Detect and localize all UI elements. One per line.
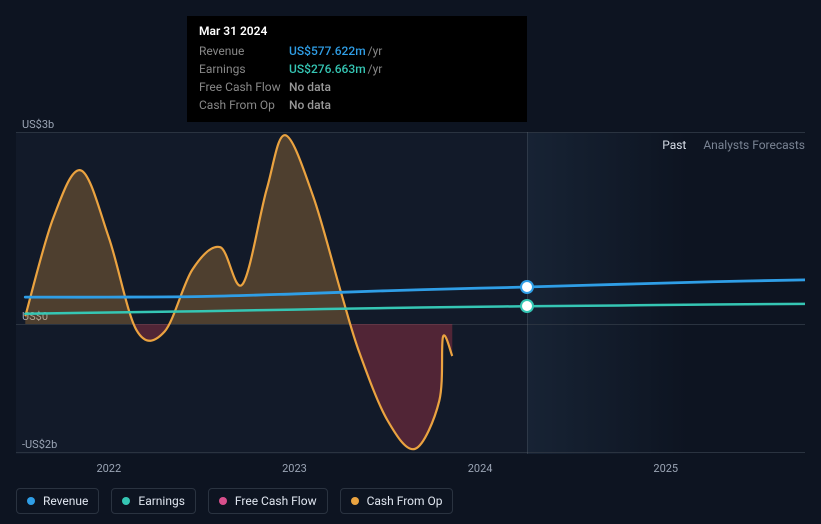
x-axis-tick: 2025 xyxy=(653,462,678,475)
legend-dot-icon xyxy=(351,497,359,505)
tooltip-row-label: Earnings xyxy=(199,60,289,78)
legend-item-label: Revenue xyxy=(43,494,88,508)
tooltip-row-label: Free Cash Flow xyxy=(199,78,289,96)
marker-revenue xyxy=(522,282,532,292)
line-revenue xyxy=(25,280,805,297)
legend-item-label: Cash From Op xyxy=(367,494,443,508)
legend-item-revenue[interactable]: Revenue xyxy=(16,488,99,514)
tooltip-row-value: No data xyxy=(289,78,331,96)
tooltip-row-value: No data xyxy=(289,96,331,114)
tooltip-row-suffix: /yr xyxy=(368,42,383,60)
line-earnings xyxy=(25,304,805,314)
tooltip-row-suffix: /yr xyxy=(368,60,383,78)
x-axis-tick: 2022 xyxy=(96,462,121,475)
legend-dot-icon xyxy=(122,497,130,505)
legend-item-earnings[interactable]: Earnings xyxy=(111,488,196,514)
tooltip-row: Cash From OpNo data xyxy=(199,96,515,114)
x-axis-tick: 2024 xyxy=(468,462,493,475)
marker-earnings xyxy=(522,301,532,311)
legend-dot-icon xyxy=(219,497,227,505)
earnings-revenue-chart: Past Analysts Forecasts US$3bUS$0-US$2b … xyxy=(16,120,805,484)
tooltip-row: EarningsUS$276.663m/yr xyxy=(199,60,515,78)
x-axis-tick: 2023 xyxy=(282,462,307,475)
legend-item-label: Free Cash Flow xyxy=(235,494,317,508)
tooltip-row-value: US$577.622m xyxy=(289,42,366,60)
cursor-line xyxy=(527,132,528,454)
x-axis: 2022 2023 2024 2025 xyxy=(16,454,805,484)
tooltip-row-value: US$276.663m xyxy=(289,60,366,78)
tooltip-date: Mar 31 2024 xyxy=(199,24,515,38)
tooltip-row: Free Cash FlowNo data xyxy=(199,78,515,96)
tooltip-row-label: Cash From Op xyxy=(199,96,289,114)
chart-legend: Revenue Earnings Free Cash Flow Cash From O… xyxy=(16,488,453,514)
legend-item-free_cash_flow[interactable]: Free Cash Flow xyxy=(208,488,328,514)
legend-item-label: Earnings xyxy=(138,494,185,508)
tooltip-row: RevenueUS$577.622m/yr xyxy=(199,42,515,60)
legend-dot-icon xyxy=(27,497,35,505)
gridline xyxy=(16,452,805,453)
chart-tooltip: Mar 31 2024 RevenueUS$577.622m/yrEarning… xyxy=(187,16,527,122)
tooltip-row-label: Revenue xyxy=(199,42,289,60)
chart-svg[interactable] xyxy=(16,132,805,452)
legend-item-cash_from_op[interactable]: Cash From Op xyxy=(340,488,454,514)
y-axis-tick: US$3b xyxy=(22,118,54,131)
